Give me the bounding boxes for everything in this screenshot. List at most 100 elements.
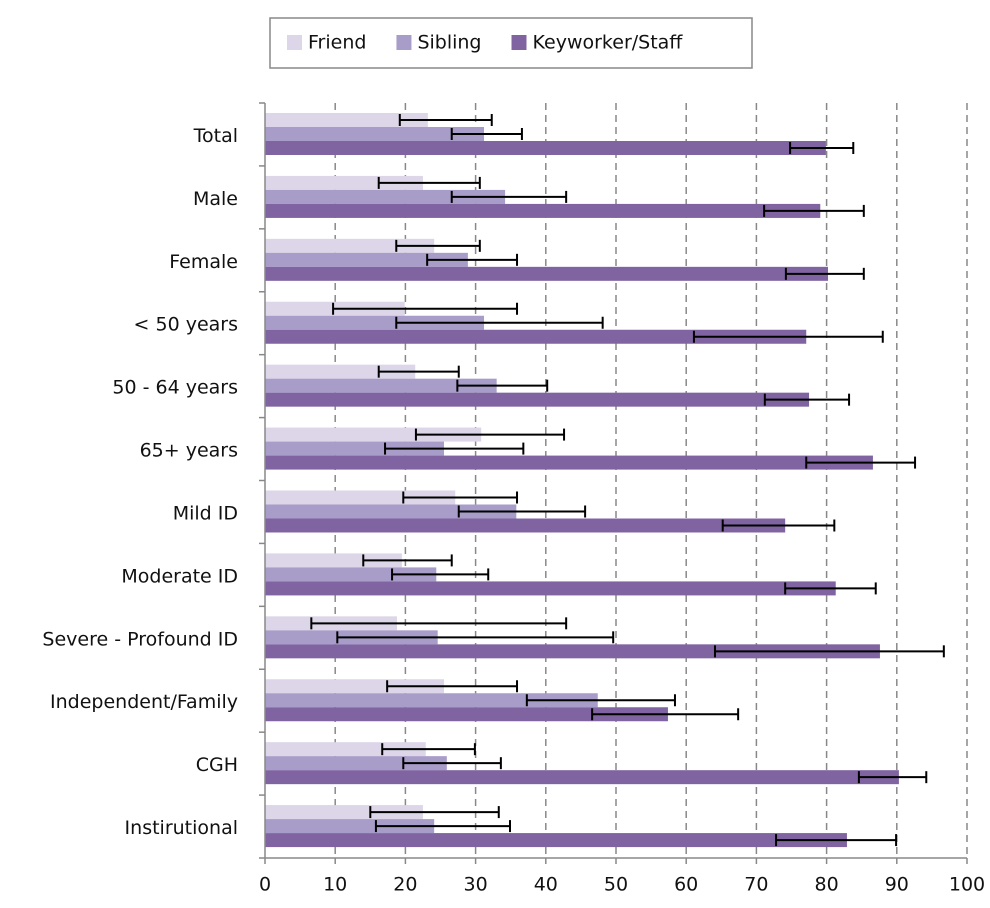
legend-swatch [396, 35, 412, 50]
error-bar [789, 142, 855, 154]
error-bar [805, 456, 917, 469]
bar [265, 770, 899, 785]
bar [265, 805, 423, 820]
error-bar [395, 239, 481, 252]
y-tick-label: Male [193, 188, 238, 210]
error-bar [381, 743, 476, 756]
error-bar [525, 694, 676, 707]
bar [265, 455, 873, 470]
error-bar [377, 176, 481, 189]
error-bar [336, 631, 615, 644]
error-bar [384, 442, 525, 455]
error-bar [362, 554, 453, 567]
bar [265, 518, 786, 533]
error-bar [398, 114, 493, 126]
y-tick-label: Independent/Family [50, 691, 238, 713]
error-bar [721, 519, 836, 532]
y-tick-label: Female [169, 251, 238, 273]
bar [265, 490, 456, 505]
y-tick-label: CGH [196, 754, 238, 776]
x-tick-label: 20 [393, 874, 417, 896]
bar [265, 679, 445, 694]
error-bar [763, 204, 865, 217]
bar [265, 644, 880, 659]
x-tick-label: 0 [259, 874, 271, 896]
bar [265, 504, 517, 519]
x-tick-label: 40 [534, 874, 558, 896]
error-bar [391, 568, 490, 581]
error-bar [456, 379, 549, 392]
bar [265, 203, 821, 218]
error-bar [692, 330, 884, 343]
error-bar [386, 680, 519, 693]
error-bar [857, 771, 928, 784]
y-tick-label: Mild ID [173, 502, 238, 524]
y-tick-label: < 50 years [134, 314, 238, 336]
x-tick-label: 80 [815, 874, 839, 896]
bar [265, 315, 485, 330]
error-bar [395, 316, 604, 329]
legend-label: Keyworker/Staff [533, 32, 684, 54]
bar [265, 113, 428, 127]
bar [265, 392, 810, 407]
bar [265, 175, 423, 190]
x-tick-label: 30 [464, 874, 488, 896]
error-bar [332, 302, 519, 315]
error-bar [713, 645, 945, 658]
bar [265, 427, 482, 442]
bar [265, 238, 435, 253]
error-bar [426, 253, 519, 266]
legend-label: Sibling [417, 32, 481, 54]
bar [265, 441, 445, 456]
bar [265, 141, 826, 155]
error-bar [784, 267, 865, 280]
bar [265, 707, 668, 722]
bar [265, 693, 598, 708]
error-bar [763, 393, 851, 406]
bar [265, 756, 447, 771]
bar [265, 378, 497, 393]
x-tick-label: 100 [949, 874, 985, 896]
bar [265, 581, 836, 596]
error-bar [310, 617, 568, 630]
error-bar [450, 190, 568, 203]
error-bar [402, 491, 519, 504]
y-tick-label: Severe - Profound ID [42, 628, 238, 650]
error-bar [414, 428, 566, 441]
bar [265, 127, 485, 141]
error-bar [450, 128, 523, 140]
y-tick-label: Instirutional [125, 817, 238, 839]
legend-label: Friend [308, 32, 366, 54]
x-tick-label: 50 [604, 874, 628, 896]
bar [265, 364, 416, 379]
y-tick-label: Moderate ID [121, 565, 238, 587]
legend-swatch [511, 35, 527, 50]
error-bar [374, 820, 511, 833]
bar [265, 819, 435, 834]
bar [265, 567, 437, 582]
bar [265, 833, 847, 848]
x-tick-label: 60 [674, 874, 698, 896]
bar [265, 329, 807, 344]
bar [265, 252, 468, 267]
error-bar [591, 708, 740, 721]
bar [265, 266, 829, 281]
x-tick-label: 90 [885, 874, 909, 896]
error-bar [369, 806, 500, 819]
bar [265, 742, 426, 757]
error-bar [402, 757, 502, 770]
bar [265, 553, 402, 568]
y-tick-label: Total [193, 125, 238, 147]
x-tick-label: 10 [323, 874, 347, 896]
error-bar [377, 365, 460, 378]
y-tick-label: 65+ years [140, 440, 238, 462]
error-bar [784, 582, 877, 595]
error-bar [457, 505, 587, 518]
error-bar [775, 834, 898, 847]
legend-box [269, 17, 753, 69]
x-tick-label: 70 [744, 874, 768, 896]
legend-swatch [287, 35, 302, 50]
bar [265, 189, 506, 204]
y-tick-label: 50 - 64 years [112, 377, 238, 399]
